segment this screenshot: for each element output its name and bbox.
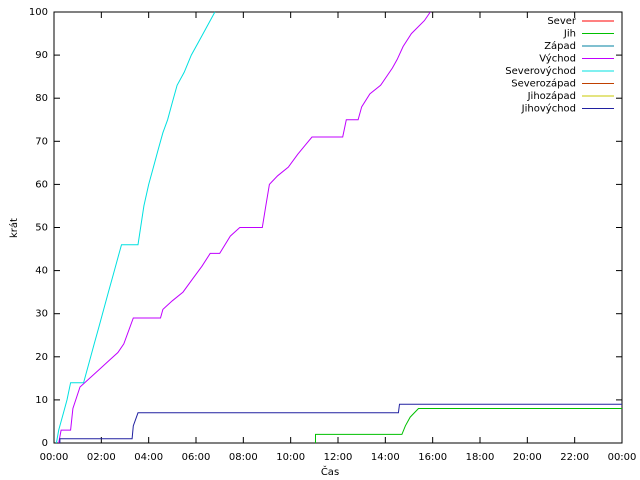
legend-label: Sever: [547, 16, 577, 27]
y-axis-label: krát: [8, 218, 20, 238]
x-tick-label: 08:00: [229, 452, 258, 463]
legend-label: Severovýchod: [505, 65, 576, 77]
legend-label: Jihozápad: [527, 90, 576, 102]
y-tick-label: 90: [35, 50, 48, 61]
y-tick-label: 20: [35, 352, 48, 363]
y-tick-label: 30: [35, 309, 48, 320]
x-tick-label: 22:00: [560, 452, 589, 463]
x-tick-label: 16:00: [418, 452, 447, 463]
x-tick-label: 18:00: [466, 452, 495, 463]
y-tick-label: 50: [35, 223, 48, 234]
series-line: [58, 11, 431, 444]
x-tick-label: 00:00: [608, 452, 637, 463]
legend-label: Jih: [563, 29, 576, 40]
x-tick-label: 14:00: [371, 452, 400, 463]
x-tick-label: 10:00: [276, 452, 305, 463]
legend-label: Jihovýchod: [521, 103, 576, 115]
x-tick-label: 00:00: [40, 452, 69, 463]
series-line: [55, 11, 216, 444]
y-tick-label: 70: [35, 136, 48, 147]
y-tick-label: 40: [35, 266, 48, 277]
y-tick-label: 10: [35, 395, 48, 406]
x-tick-label: 20:00: [513, 452, 542, 463]
y-tick-label: 0: [42, 438, 48, 449]
legend-label: Severozápad: [511, 78, 576, 90]
y-tick-label: 60: [35, 179, 48, 190]
series-line: [59, 403, 622, 443]
x-tick-label: 02:00: [87, 452, 116, 463]
y-tick-label: 100: [29, 7, 48, 18]
x-axis-label: Čas: [321, 465, 339, 478]
x-tick-label: 06:00: [182, 452, 211, 463]
x-tick-label: 12:00: [324, 452, 353, 463]
y-tick-label: 80: [35, 93, 48, 104]
legend-label: Východ: [539, 53, 576, 65]
series-line: [315, 408, 622, 443]
legend-label: Západ: [544, 40, 576, 52]
x-tick-label: 04:00: [134, 452, 163, 463]
